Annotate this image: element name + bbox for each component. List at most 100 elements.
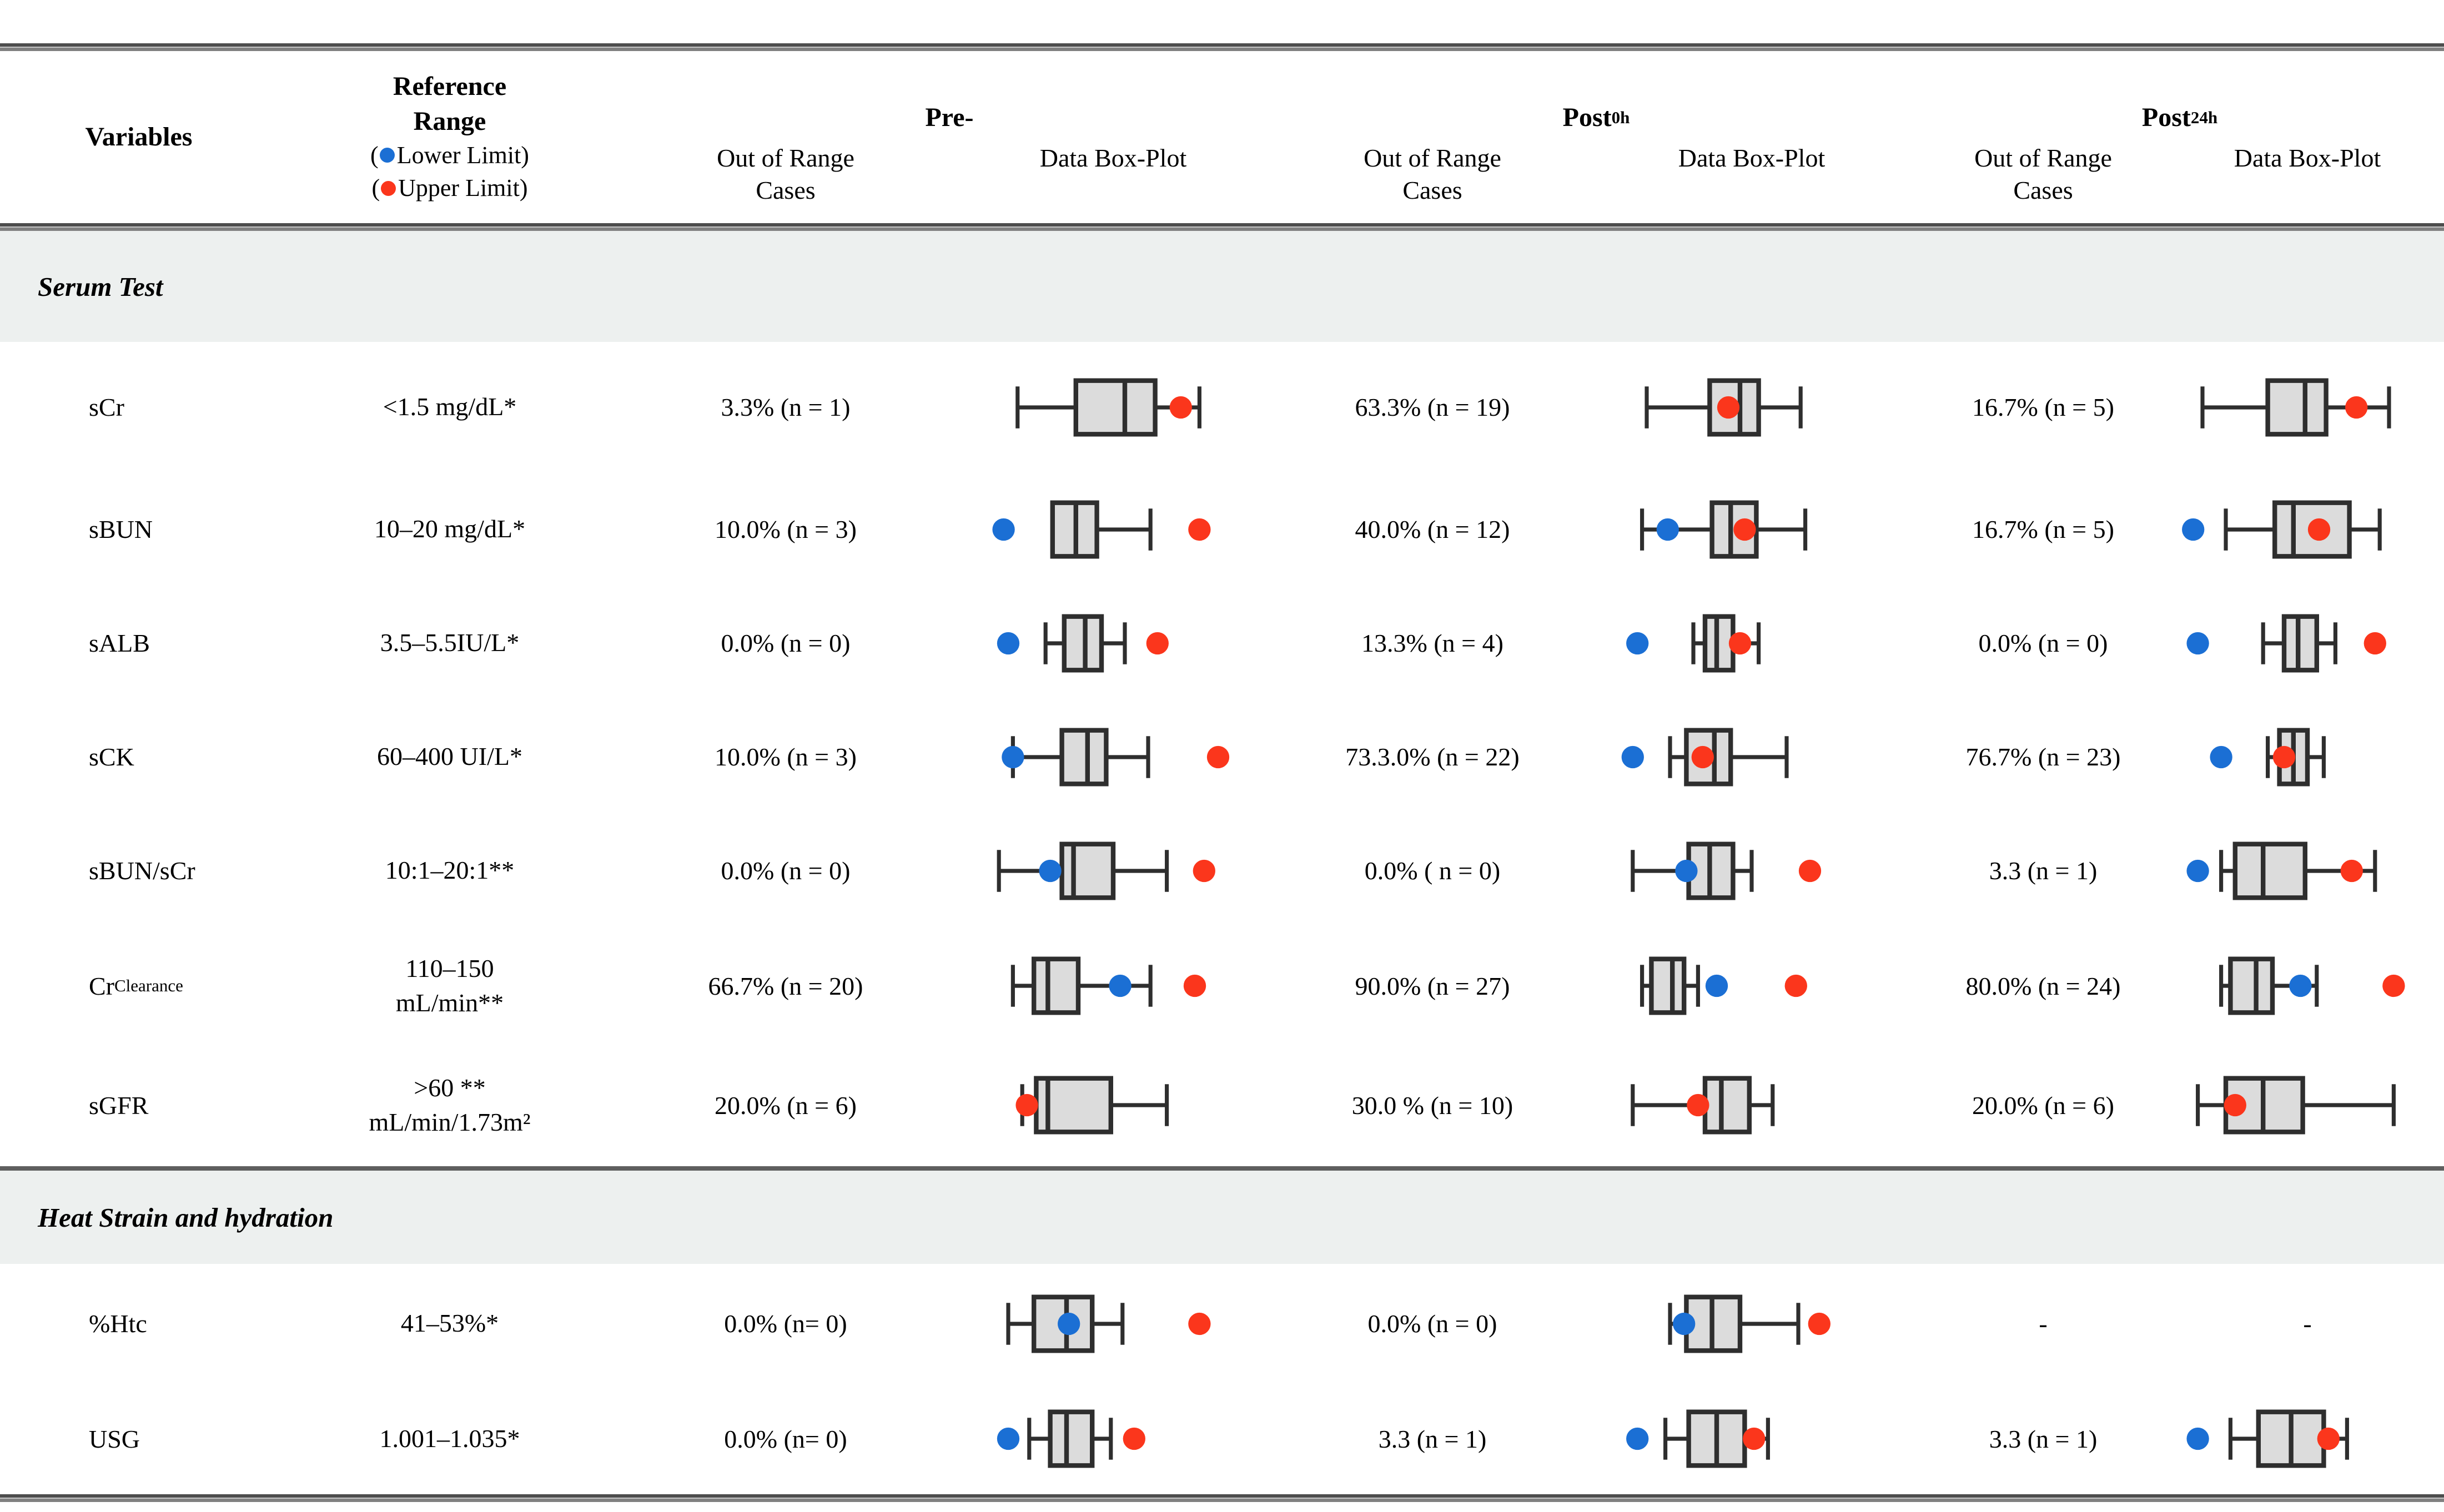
variable-text: sALB: [89, 629, 150, 657]
reference-range-header: Reference Range (Lower Limit) (Upper Lim…: [278, 69, 622, 205]
paren: ): [519, 174, 528, 202]
col-header-pre-plot: Data Box-Plot: [1039, 144, 1187, 172]
group-subscript: 24h: [2190, 107, 2218, 127]
post24h-boxplot: [2171, 710, 2444, 804]
pre-boxplot: [949, 1277, 1277, 1370]
boxplot-chart: [983, 1059, 1244, 1152]
post0h-cases-value: 90.0% (n = 27): [1355, 971, 1510, 1000]
boxplot-chart: [1621, 1059, 1882, 1152]
header-bottom-rule: [0, 223, 2444, 231]
boxplot-chart: [2177, 939, 2438, 1032]
reference-range-value: 41–53%*: [400, 1309, 499, 1338]
reference-range-value: 3.5–5.5IU/L*: [380, 628, 520, 657]
boxplot-chart: [983, 710, 1244, 804]
variable-text: sBUN/sCr: [89, 856, 195, 885]
boxplot-chart: [983, 597, 1244, 690]
post24h-boxplot: [2171, 597, 2444, 690]
paren: ): [521, 142, 529, 169]
boxplot-chart: [1621, 710, 1882, 804]
pre-boxplot: [949, 361, 1277, 454]
variable-label: sALB: [0, 628, 278, 658]
variable-label: sBUN/sCr: [0, 856, 278, 885]
upper-limit-dot-icon: [381, 180, 396, 196]
post0h-cases-value: 30.0 % (n = 10): [1351, 1091, 1513, 1120]
pre-cases-value: 20.0% (n = 6): [715, 1091, 857, 1120]
reference-range-value: >60 ** mL/min/1.73m²: [369, 1073, 531, 1136]
table-row-htc: %Htc 41–53%* 0.0% (n= 0) 0.0% (n = 0) - …: [0, 1264, 2444, 1383]
boxplot-chart: [2177, 1059, 2438, 1152]
variables-header-label: Variables: [85, 122, 193, 152]
section-band-serum: Serum Test: [0, 231, 2444, 342]
pre-cases-value: 0.0% (n= 0): [724, 1424, 847, 1453]
variable-subscript: Clearance: [114, 976, 183, 995]
table-row-usg: USG 1.001–1.035* 0.0% (n= 0) 3.3 (n = 1)…: [0, 1383, 2444, 1494]
col-header-post24h-plot: Data Box-Plot: [2234, 144, 2381, 172]
boxplot-chart: [983, 824, 1244, 918]
col-header-post0h-cases: Out of Range Cases: [1364, 144, 1501, 204]
pre-cases-value: 0.0% (n = 0): [721, 629, 851, 657]
lower-limit-legend: ( Lower Limit): [370, 139, 529, 172]
post24h-cases-value: 16.7% (n = 5): [1972, 393, 2114, 421]
reference-range-value: 60–400 UI/L*: [377, 742, 522, 771]
table-row-sgfr: sGFR >60 ** mL/min/1.73m² 20.0% (n = 6) …: [0, 1044, 2444, 1166]
pre-boxplot: [949, 597, 1277, 690]
variable-text: sCr: [89, 393, 124, 421]
boxplot-chart: [983, 361, 1244, 454]
post24h-boxplot: [2171, 1392, 2444, 1485]
reference-range-value: 110–150 mL/min**: [395, 954, 504, 1017]
heat-section-rule: [0, 1166, 2444, 1171]
post0h-boxplot: [1588, 1277, 1915, 1370]
variable-text: sCK: [89, 743, 134, 771]
post0h-boxplot: [1588, 710, 1915, 804]
group-label: Post: [2141, 103, 2191, 132]
variables-header: Variables: [0, 120, 278, 154]
table-row-crclearance: Cr Clearance 110–150 mL/min** 66.7% (n = …: [0, 928, 2444, 1044]
post24h-cases-value: 80.0% (n = 24): [1965, 971, 2121, 1000]
post0h-cases-value: 0.0% ( n = 0): [1364, 856, 1501, 885]
pre-boxplot: [949, 824, 1277, 918]
section-band-heat: Heat Strain and hydration: [0, 1171, 2444, 1264]
paren: (: [370, 142, 379, 169]
boxplot-chart: [983, 939, 1244, 1032]
group-label: Post: [1562, 103, 1612, 132]
post24h-cases-value: 3.3 (n = 1): [1989, 856, 2098, 885]
boxplot-chart: [1621, 939, 1882, 1032]
post24h-cases-value: 76.7% (n = 23): [1965, 743, 2121, 771]
lower-limit-label: Lower Limit: [396, 142, 521, 169]
post0h-cases-value: 40.0% (n = 12): [1355, 515, 1510, 543]
post24h-cases-value: 0.0% (n = 0): [1978, 629, 2108, 657]
post24h-cases-value: -: [2039, 1309, 2048, 1338]
boxplot-chart: [983, 1277, 1244, 1370]
upper-limit-label: Upper Limit: [398, 174, 520, 202]
post24h-boxplot: [2171, 1059, 2444, 1152]
boxplot-chart: [1621, 483, 1882, 576]
variable-label: Cr Clearance: [0, 971, 278, 1001]
pre-boxplot: [949, 483, 1277, 576]
table-row-scr: sCr <1.5 mg/dL* 3.3% (n = 1) 63.3% (n = …: [0, 342, 2444, 472]
post0h-cases-value: 63.3% (n = 19): [1355, 393, 1510, 421]
boxplot-chart: [2177, 483, 2438, 576]
table-row-sbun-scr: sBUN/sCr 10:1–20:1** 0.0% (n = 0) 0.0% (…: [0, 814, 2444, 928]
post0h-boxplot: [1588, 483, 1915, 576]
reference-range-value: <1.5 mg/dL*: [383, 392, 517, 421]
post0h-cases-value: 3.3 (n = 1): [1378, 1424, 1487, 1453]
boxplot-chart: [1621, 1392, 1882, 1485]
group-label: Pre-: [925, 103, 974, 132]
post24h-boxplot: [2171, 939, 2444, 1032]
variable-label: %Htc: [0, 1309, 278, 1338]
variable-text: %Htc: [89, 1309, 147, 1338]
lower-limit-dot-icon: [379, 148, 395, 163]
boxplot-chart: [2177, 1392, 2438, 1485]
table-header: Variables Reference Range (Lower Limit) …: [0, 51, 2444, 223]
variable-label: USG: [0, 1424, 278, 1454]
group-header-pre: Pre-: [622, 101, 1277, 139]
post0h-boxplot: [1588, 1059, 1915, 1152]
variable-label: sBUN: [0, 515, 278, 544]
col-header-post24h-cases: Out of Range Cases: [1974, 144, 2112, 204]
boxplot-chart: [1621, 824, 1882, 918]
post24h-cases-value: 20.0% (n = 6): [1972, 1091, 2114, 1120]
post24h-boxplot: [2171, 361, 2444, 454]
pre-boxplot: [949, 1392, 1277, 1485]
variable-label: sCK: [0, 742, 278, 772]
